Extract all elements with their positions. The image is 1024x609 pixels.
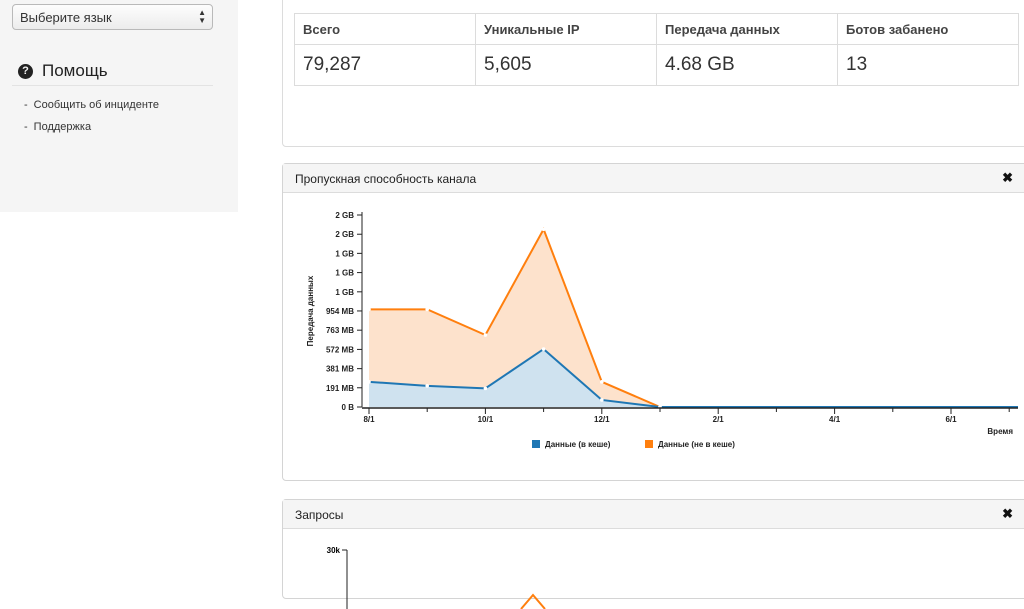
x-axis-label: Время (987, 427, 1013, 436)
stats-header-data-transfer: Передача данных (656, 13, 838, 45)
data-point (483, 333, 488, 337)
requests-panel-title: Запросы (295, 508, 344, 522)
x-tick-label: 4/1 (829, 415, 841, 424)
help-links: - Сообщить об инциденте - Поддержка (24, 99, 159, 143)
data-point (600, 398, 604, 402)
requests-panel-header: Запросы ✖ (283, 500, 1024, 529)
help-link-item: - Поддержка (24, 121, 92, 133)
series-area-uncached (369, 229, 1018, 407)
y-tick-label: 2 GB (335, 211, 354, 220)
y-tick-label: 1 GB (335, 249, 354, 258)
data-point (483, 386, 488, 391)
legend-swatch (645, 440, 653, 448)
requests-panel: Запросы ✖ 30k (282, 499, 1024, 609)
bandwidth-panel-title: Пропускная способность канала (295, 172, 477, 186)
stats-header-row: Всего Уникальные IP Передача данных Бото… (294, 13, 1019, 45)
stats-value-total: 79,287 (294, 44, 476, 86)
close-icon[interactable]: ✖ (1002, 506, 1013, 521)
y-axis-label: Передача данных (306, 275, 315, 346)
y-tick-label: 572 MB (326, 345, 354, 354)
report-incident-link[interactable]: Сообщить об инциденте (33, 99, 159, 111)
data-point (425, 307, 429, 312)
y-tick-label: 1 GB (335, 269, 354, 278)
divider (12, 85, 213, 86)
data-point (367, 380, 371, 384)
legend-label: Данные (в кеше) (545, 440, 611, 449)
series-area-cached (369, 349, 1018, 407)
help-title: Помощь (42, 61, 108, 80)
x-tick-label: 6/1 (945, 415, 957, 424)
bandwidth-chart: 0 B 191 MB 381 MB 572 MB 763 MB 954 MB 1 GB 1 G… (306, 211, 1018, 449)
requests-chart: 30k (327, 546, 546, 609)
help-link-item: - Сообщить об инциденте (24, 99, 159, 111)
sidebar: Выберите язык ▲ ▼ ? Помощь - Сообщить об и… (0, 0, 238, 212)
x-tick-label: 10/1 (478, 415, 494, 424)
bandwidth-panel: Пропускная способность канала ✖ 0 B 191 M… (282, 163, 1024, 481)
y-tick-label: 763 MB (326, 326, 354, 335)
select-arrows-icon: ▲ ▼ (198, 8, 206, 25)
language-select[interactable]: Выберите язык ▲ ▼ (12, 4, 213, 30)
support-link[interactable]: Поддержка (33, 121, 92, 133)
y-tick-label: 0 B (342, 403, 355, 412)
stats-header-bots-banned: Ботов забанено (837, 13, 1019, 45)
legend-swatch (532, 440, 540, 448)
y-tick-label: 191 MB (326, 384, 354, 393)
data-point (541, 347, 546, 351)
data-point (600, 380, 604, 384)
stats-table: Всего Уникальные IP Передача данных Бото… (294, 13, 1019, 86)
stats-panel (282, 0, 1024, 147)
y-tick-label: 30k (327, 546, 341, 555)
data-point (541, 227, 546, 232)
y-tick-label: 381 MB (326, 365, 354, 374)
help-heading: ? Помощь (18, 61, 108, 81)
requests-series-line (520, 593, 546, 609)
x-tick-label: 12/1 (594, 415, 610, 424)
stats-value-unique-ip: 5,605 (475, 44, 657, 86)
stats-value-row: 79,287 5,605 4.68 GB 13 (294, 44, 1019, 86)
y-tick-label: 1 GB (335, 288, 354, 297)
stats-value-data-transfer: 4.68 GB (656, 44, 838, 86)
stats-header-total: Всего (294, 13, 476, 45)
x-tick-label: 8/1 (363, 415, 375, 424)
data-point (425, 384, 429, 388)
bandwidth-panel-header: Пропускная способность канала ✖ (283, 164, 1024, 193)
x-tick-label: 2/1 (713, 415, 725, 424)
y-tick-label: 954 MB (326, 307, 354, 316)
stats-header-unique-ip: Уникальные IP (475, 13, 657, 45)
language-select-value: Выберите язык (20, 10, 112, 25)
stats-value-bots-banned: 13 (837, 44, 1019, 86)
data-point (367, 307, 371, 312)
question-circle-icon: ? (18, 63, 33, 79)
y-tick-label: 2 GB (335, 230, 354, 239)
legend-label: Данные (не в кеше) (658, 440, 735, 449)
close-icon[interactable]: ✖ (1002, 170, 1013, 185)
